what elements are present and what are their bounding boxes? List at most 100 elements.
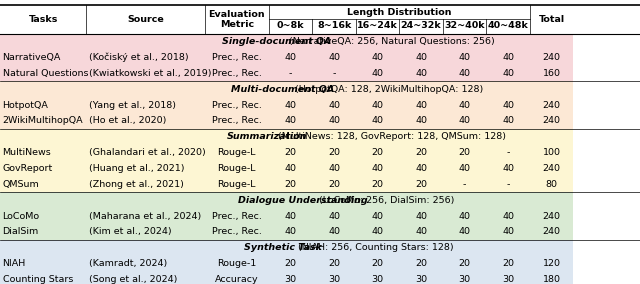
Text: 180: 180 xyxy=(543,275,561,284)
Text: 40: 40 xyxy=(459,227,470,236)
Bar xyxy=(0,208,573,224)
Text: 20: 20 xyxy=(328,148,340,157)
Text: 40: 40 xyxy=(285,53,296,62)
Text: 20: 20 xyxy=(502,259,514,268)
Text: 40: 40 xyxy=(285,164,296,173)
Text: 20: 20 xyxy=(459,148,470,157)
Text: Synthetic Task: Synthetic Task xyxy=(244,243,322,252)
Text: Prec., Rec.: Prec., Rec. xyxy=(212,101,262,110)
Text: -: - xyxy=(506,148,510,157)
Text: 20: 20 xyxy=(372,148,383,157)
Bar xyxy=(0,240,573,256)
Text: 40: 40 xyxy=(459,212,470,221)
Text: 240: 240 xyxy=(543,212,561,221)
Text: 40: 40 xyxy=(415,69,427,78)
Text: Single-document QA: Single-document QA xyxy=(221,37,331,46)
Text: Rouge-L: Rouge-L xyxy=(218,164,256,173)
Text: Rouge-L: Rouge-L xyxy=(218,180,256,189)
Text: 40: 40 xyxy=(502,212,514,221)
Text: 80: 80 xyxy=(546,180,557,189)
Text: 40: 40 xyxy=(372,212,383,221)
Text: 20: 20 xyxy=(415,259,427,268)
Text: (NIAH: 256, Counting Stars: 128): (NIAH: 256, Counting Stars: 128) xyxy=(298,243,453,252)
Text: Evaluation
Metric: Evaluation Metric xyxy=(209,10,265,29)
Text: Counting Stars: Counting Stars xyxy=(3,275,73,284)
Text: 40: 40 xyxy=(459,53,470,62)
Text: 40: 40 xyxy=(502,53,514,62)
Text: 16~24k: 16~24k xyxy=(357,21,398,30)
Text: 40: 40 xyxy=(415,53,427,62)
Text: 40: 40 xyxy=(459,69,470,78)
Text: 240: 240 xyxy=(543,101,561,110)
Text: 40: 40 xyxy=(328,116,340,126)
Text: NIAH: NIAH xyxy=(3,259,26,268)
Text: Prec., Rec.: Prec., Rec. xyxy=(212,227,262,236)
Text: -: - xyxy=(332,69,336,78)
Text: Rouge-L: Rouge-L xyxy=(218,148,256,157)
Text: 30: 30 xyxy=(328,275,340,284)
Text: 20: 20 xyxy=(415,148,427,157)
Text: 40: 40 xyxy=(459,101,470,110)
Text: 40: 40 xyxy=(502,164,514,173)
Text: (Maharana et al., 2024): (Maharana et al., 2024) xyxy=(89,212,201,221)
Text: 40: 40 xyxy=(502,101,514,110)
Text: (Kamradt, 2024): (Kamradt, 2024) xyxy=(89,259,167,268)
Text: 40: 40 xyxy=(415,116,427,126)
Text: 8~16k: 8~16k xyxy=(317,21,351,30)
Text: (Zhong et al., 2021): (Zhong et al., 2021) xyxy=(89,180,184,189)
Bar xyxy=(0,34,573,50)
Text: 40: 40 xyxy=(415,227,427,236)
Text: Multi-document QA: Multi-document QA xyxy=(231,85,334,94)
Text: (Song et al., 2024): (Song et al., 2024) xyxy=(89,275,177,284)
Text: (Kim et al., 2024): (Kim et al., 2024) xyxy=(89,227,172,236)
Text: Prec., Rec.: Prec., Rec. xyxy=(212,53,262,62)
Text: (MultiNews: 128, GovReport: 128, QMSum: 128): (MultiNews: 128, GovReport: 128, QMSum: … xyxy=(278,132,506,141)
Text: NarrativeQA: NarrativeQA xyxy=(3,53,61,62)
Text: (Huang et al., 2021): (Huang et al., 2021) xyxy=(89,164,184,173)
Text: Prec., Rec.: Prec., Rec. xyxy=(212,116,262,126)
Text: (Kwiatkowski et al., 2019): (Kwiatkowski et al., 2019) xyxy=(89,69,211,78)
Text: Tasks: Tasks xyxy=(29,15,58,24)
Text: 40: 40 xyxy=(372,227,383,236)
Bar xyxy=(0,66,573,81)
Text: Total: Total xyxy=(539,15,564,24)
Text: 30: 30 xyxy=(372,275,383,284)
Text: (NarrativeQA: 256, Natural Questions: 256): (NarrativeQA: 256, Natural Questions: 25… xyxy=(289,37,495,46)
Text: 40: 40 xyxy=(285,116,296,126)
Text: 160: 160 xyxy=(543,69,561,78)
Text: (Kočiský et al., 2018): (Kočiský et al., 2018) xyxy=(89,53,189,62)
Text: 40: 40 xyxy=(372,53,383,62)
Text: (Ghalandari et al., 2020): (Ghalandari et al., 2020) xyxy=(89,148,205,157)
Text: 40: 40 xyxy=(328,164,340,173)
Text: 40: 40 xyxy=(372,69,383,78)
Text: 20: 20 xyxy=(285,180,296,189)
Text: 2WikiMultihopQA: 2WikiMultihopQA xyxy=(3,116,83,126)
Text: 40: 40 xyxy=(502,69,514,78)
Text: 240: 240 xyxy=(543,116,561,126)
Text: 40: 40 xyxy=(328,227,340,236)
Text: (Yang et al., 2018): (Yang et al., 2018) xyxy=(89,101,176,110)
Bar xyxy=(0,224,573,240)
Bar xyxy=(0,113,573,129)
Text: 120: 120 xyxy=(543,259,561,268)
Text: Rouge-1: Rouge-1 xyxy=(217,259,257,268)
Text: 20: 20 xyxy=(328,259,340,268)
Text: 20: 20 xyxy=(285,148,296,157)
Text: 24~32k: 24~32k xyxy=(401,21,442,30)
Text: 20: 20 xyxy=(372,180,383,189)
Text: 40: 40 xyxy=(328,212,340,221)
Text: 30: 30 xyxy=(459,275,470,284)
Text: LoCoMo: LoCoMo xyxy=(3,212,40,221)
Bar xyxy=(0,176,573,192)
Text: (Ho et al., 2020): (Ho et al., 2020) xyxy=(89,116,166,126)
Text: 40: 40 xyxy=(502,227,514,236)
Text: 40: 40 xyxy=(459,164,470,173)
Text: 40~48k: 40~48k xyxy=(488,21,529,30)
Bar xyxy=(0,145,573,160)
Text: 40: 40 xyxy=(328,53,340,62)
Text: 240: 240 xyxy=(543,164,561,173)
Text: QMSum: QMSum xyxy=(3,180,39,189)
Text: GovReport: GovReport xyxy=(3,164,53,173)
Text: 40: 40 xyxy=(415,164,427,173)
Text: 0~8k: 0~8k xyxy=(276,21,305,30)
